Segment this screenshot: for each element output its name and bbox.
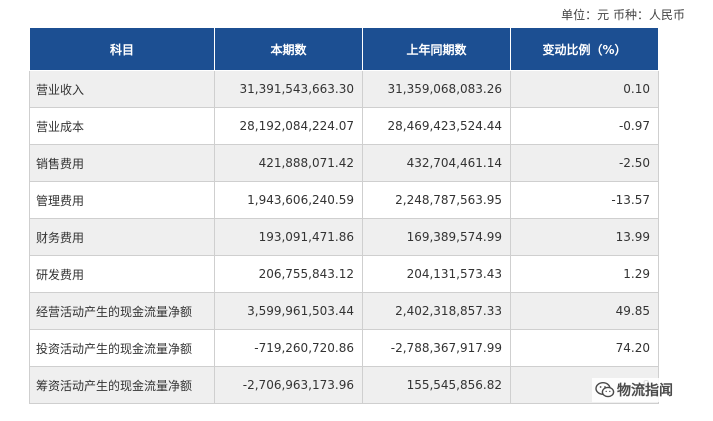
row-subject: 营业成本 <box>29 107 215 145</box>
row-current-value: 28,192,084,224.07 <box>214 107 363 145</box>
row-subject: 管理费用 <box>29 181 215 219</box>
row-subject: 财务费用 <box>29 218 215 256</box>
row-subject: 经营活动产生的现金流量净额 <box>29 292 215 330</box>
row-prior-value: 204,131,573.43 <box>362 255 511 293</box>
row-change-ratio: -2.50 <box>510 144 659 182</box>
row-prior-value: 2,402,318,857.33 <box>362 292 511 330</box>
table-row: 筹资活动产生的现金流量净额 -2,706,963,173.96 155,545,… <box>29 366 659 404</box>
row-current-value: 31,391,543,663.30 <box>214 70 363 108</box>
table-row: 管理费用 1,943,606,240.59 2,248,787,563.95 -… <box>29 181 659 219</box>
row-prior-value: 155,545,856.82 <box>362 366 511 404</box>
row-current-value: 193,091,471.86 <box>214 218 363 256</box>
row-change-ratio: -13.57 <box>510 181 659 219</box>
row-subject: 筹资活动产生的现金流量净额 <box>29 366 215 404</box>
row-subject: 投资活动产生的现金流量净额 <box>29 329 215 367</box>
row-subject: 研发费用 <box>29 255 215 293</box>
row-subject: 营业收入 <box>29 70 215 108</box>
row-change-ratio: -0.97 <box>510 107 659 145</box>
header-current-period: 本期数 <box>214 27 363 71</box>
row-prior-value: -2,788,367,917.99 <box>362 329 511 367</box>
watermark: 物流指闻 <box>592 378 676 402</box>
row-change-ratio: 0.10 <box>510 70 659 108</box>
table-row: 财务费用 193,091,471.86 169,389,574.99 13.99 <box>29 218 659 256</box>
header-change-ratio: 变动比例（%） <box>510 27 659 71</box>
row-current-value: -719,260,720.86 <box>214 329 363 367</box>
row-change-ratio: 1.29 <box>510 255 659 293</box>
financial-table: 科目 本期数 上年同期数 变动比例（%） 营业收入 31,391,543,663… <box>29 27 659 404</box>
row-prior-value: 169,389,574.99 <box>362 218 511 256</box>
watermark-text: 物流指闻 <box>617 383 673 399</box>
table-row: 经营活动产生的现金流量净额 3,599,961,503.44 2,402,318… <box>29 292 659 330</box>
table-header-row: 科目 本期数 上年同期数 变动比例（%） <box>29 27 659 71</box>
row-prior-value: 432,704,461.14 <box>362 144 511 182</box>
table-row: 研发费用 206,755,843.12 204,131,573.43 1.29 <box>29 255 659 293</box>
row-prior-value: 2,248,787,563.95 <box>362 181 511 219</box>
row-current-value: 421,888,071.42 <box>214 144 363 182</box>
wechat-icon <box>595 381 615 399</box>
header-prior-period: 上年同期数 <box>362 27 511 71</box>
row-current-value: 3,599,961,503.44 <box>214 292 363 330</box>
table-row: 营业收入 31,391,543,663.30 31,359,068,083.26… <box>29 70 659 108</box>
row-current-value: 1,943,606,240.59 <box>214 181 363 219</box>
row-current-value: -2,706,963,173.96 <box>214 366 363 404</box>
unit-note: 单位：元 币种：人民币 <box>561 8 685 22</box>
row-subject: 销售费用 <box>29 144 215 182</box>
row-current-value: 206,755,843.12 <box>214 255 363 293</box>
header-subject: 科目 <box>29 27 215 71</box>
row-prior-value: 28,469,423,524.44 <box>362 107 511 145</box>
table-row: 投资活动产生的现金流量净额 -719,260,720.86 -2,788,367… <box>29 329 659 367</box>
row-change-ratio: 13.99 <box>510 218 659 256</box>
row-change-ratio: 74.20 <box>510 329 659 367</box>
row-change-ratio: 49.85 <box>510 292 659 330</box>
row-prior-value: 31,359,068,083.26 <box>362 70 511 108</box>
table-row: 销售费用 421,888,071.42 432,704,461.14 -2.50 <box>29 144 659 182</box>
table-row: 营业成本 28,192,084,224.07 28,469,423,524.44… <box>29 107 659 145</box>
